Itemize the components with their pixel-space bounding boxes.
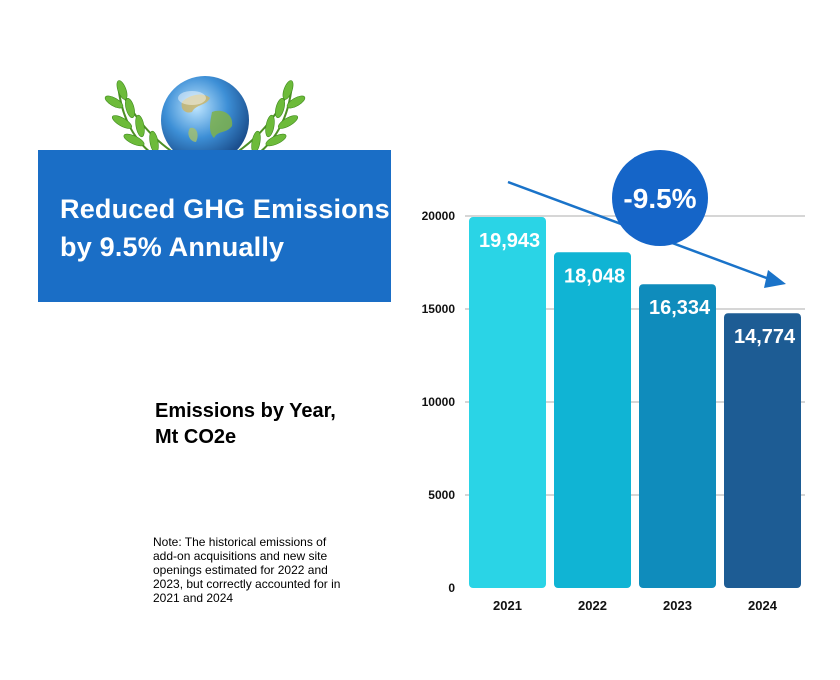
- y-tick-label: 15000: [422, 302, 456, 316]
- globe-laurel-icon: [104, 76, 306, 168]
- bar-value-label: 16,334: [649, 297, 711, 319]
- bar-2023: [639, 284, 716, 588]
- y-tick-label: 0: [448, 581, 455, 595]
- y-tick-label: 20000: [422, 209, 456, 223]
- change-badge-label: -9.5%: [623, 183, 696, 214]
- y-tick-label: 5000: [428, 488, 455, 502]
- chart-subtitle: Emissions by Year, Mt CO2e: [155, 400, 336, 448]
- bar-2022: [554, 252, 631, 589]
- trend-annotation: -9.5%: [507, 150, 786, 288]
- y-axis-ticks: 0 5000 10000 15000 20000: [422, 209, 456, 595]
- chart-bars: [469, 217, 801, 589]
- headline-banner: Reduced GHG Emissions by 9.5% Annually: [38, 150, 391, 302]
- bar-2024: [724, 313, 801, 588]
- x-category-label: 2021: [493, 598, 522, 613]
- headline-text: Reduced GHG Emissions by 9.5% Annually: [60, 194, 390, 262]
- x-category-label: 2022: [578, 598, 607, 613]
- change-badge: [612, 150, 708, 246]
- bar-value-label: 14,774: [734, 326, 796, 348]
- bar-2021: [469, 217, 546, 589]
- bar-value-label: 19,943: [479, 230, 540, 252]
- x-axis-categories: 2021 2022 2023 2024: [493, 598, 778, 613]
- x-category-label: 2024: [748, 598, 778, 613]
- y-tick-label: 10000: [422, 395, 456, 409]
- bar-value-labels: 19,943 18,048 16,334 14,774: [479, 230, 796, 348]
- x-category-label: 2023: [663, 598, 692, 613]
- trend-arrowhead-icon: [764, 270, 786, 288]
- bar-value-label: 18,048: [564, 265, 625, 287]
- footnote: Note: The historical emissions of add-on…: [153, 535, 341, 605]
